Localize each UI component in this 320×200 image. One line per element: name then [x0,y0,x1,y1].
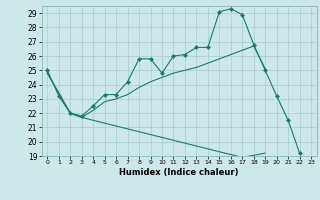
X-axis label: Humidex (Indice chaleur): Humidex (Indice chaleur) [119,168,239,177]
